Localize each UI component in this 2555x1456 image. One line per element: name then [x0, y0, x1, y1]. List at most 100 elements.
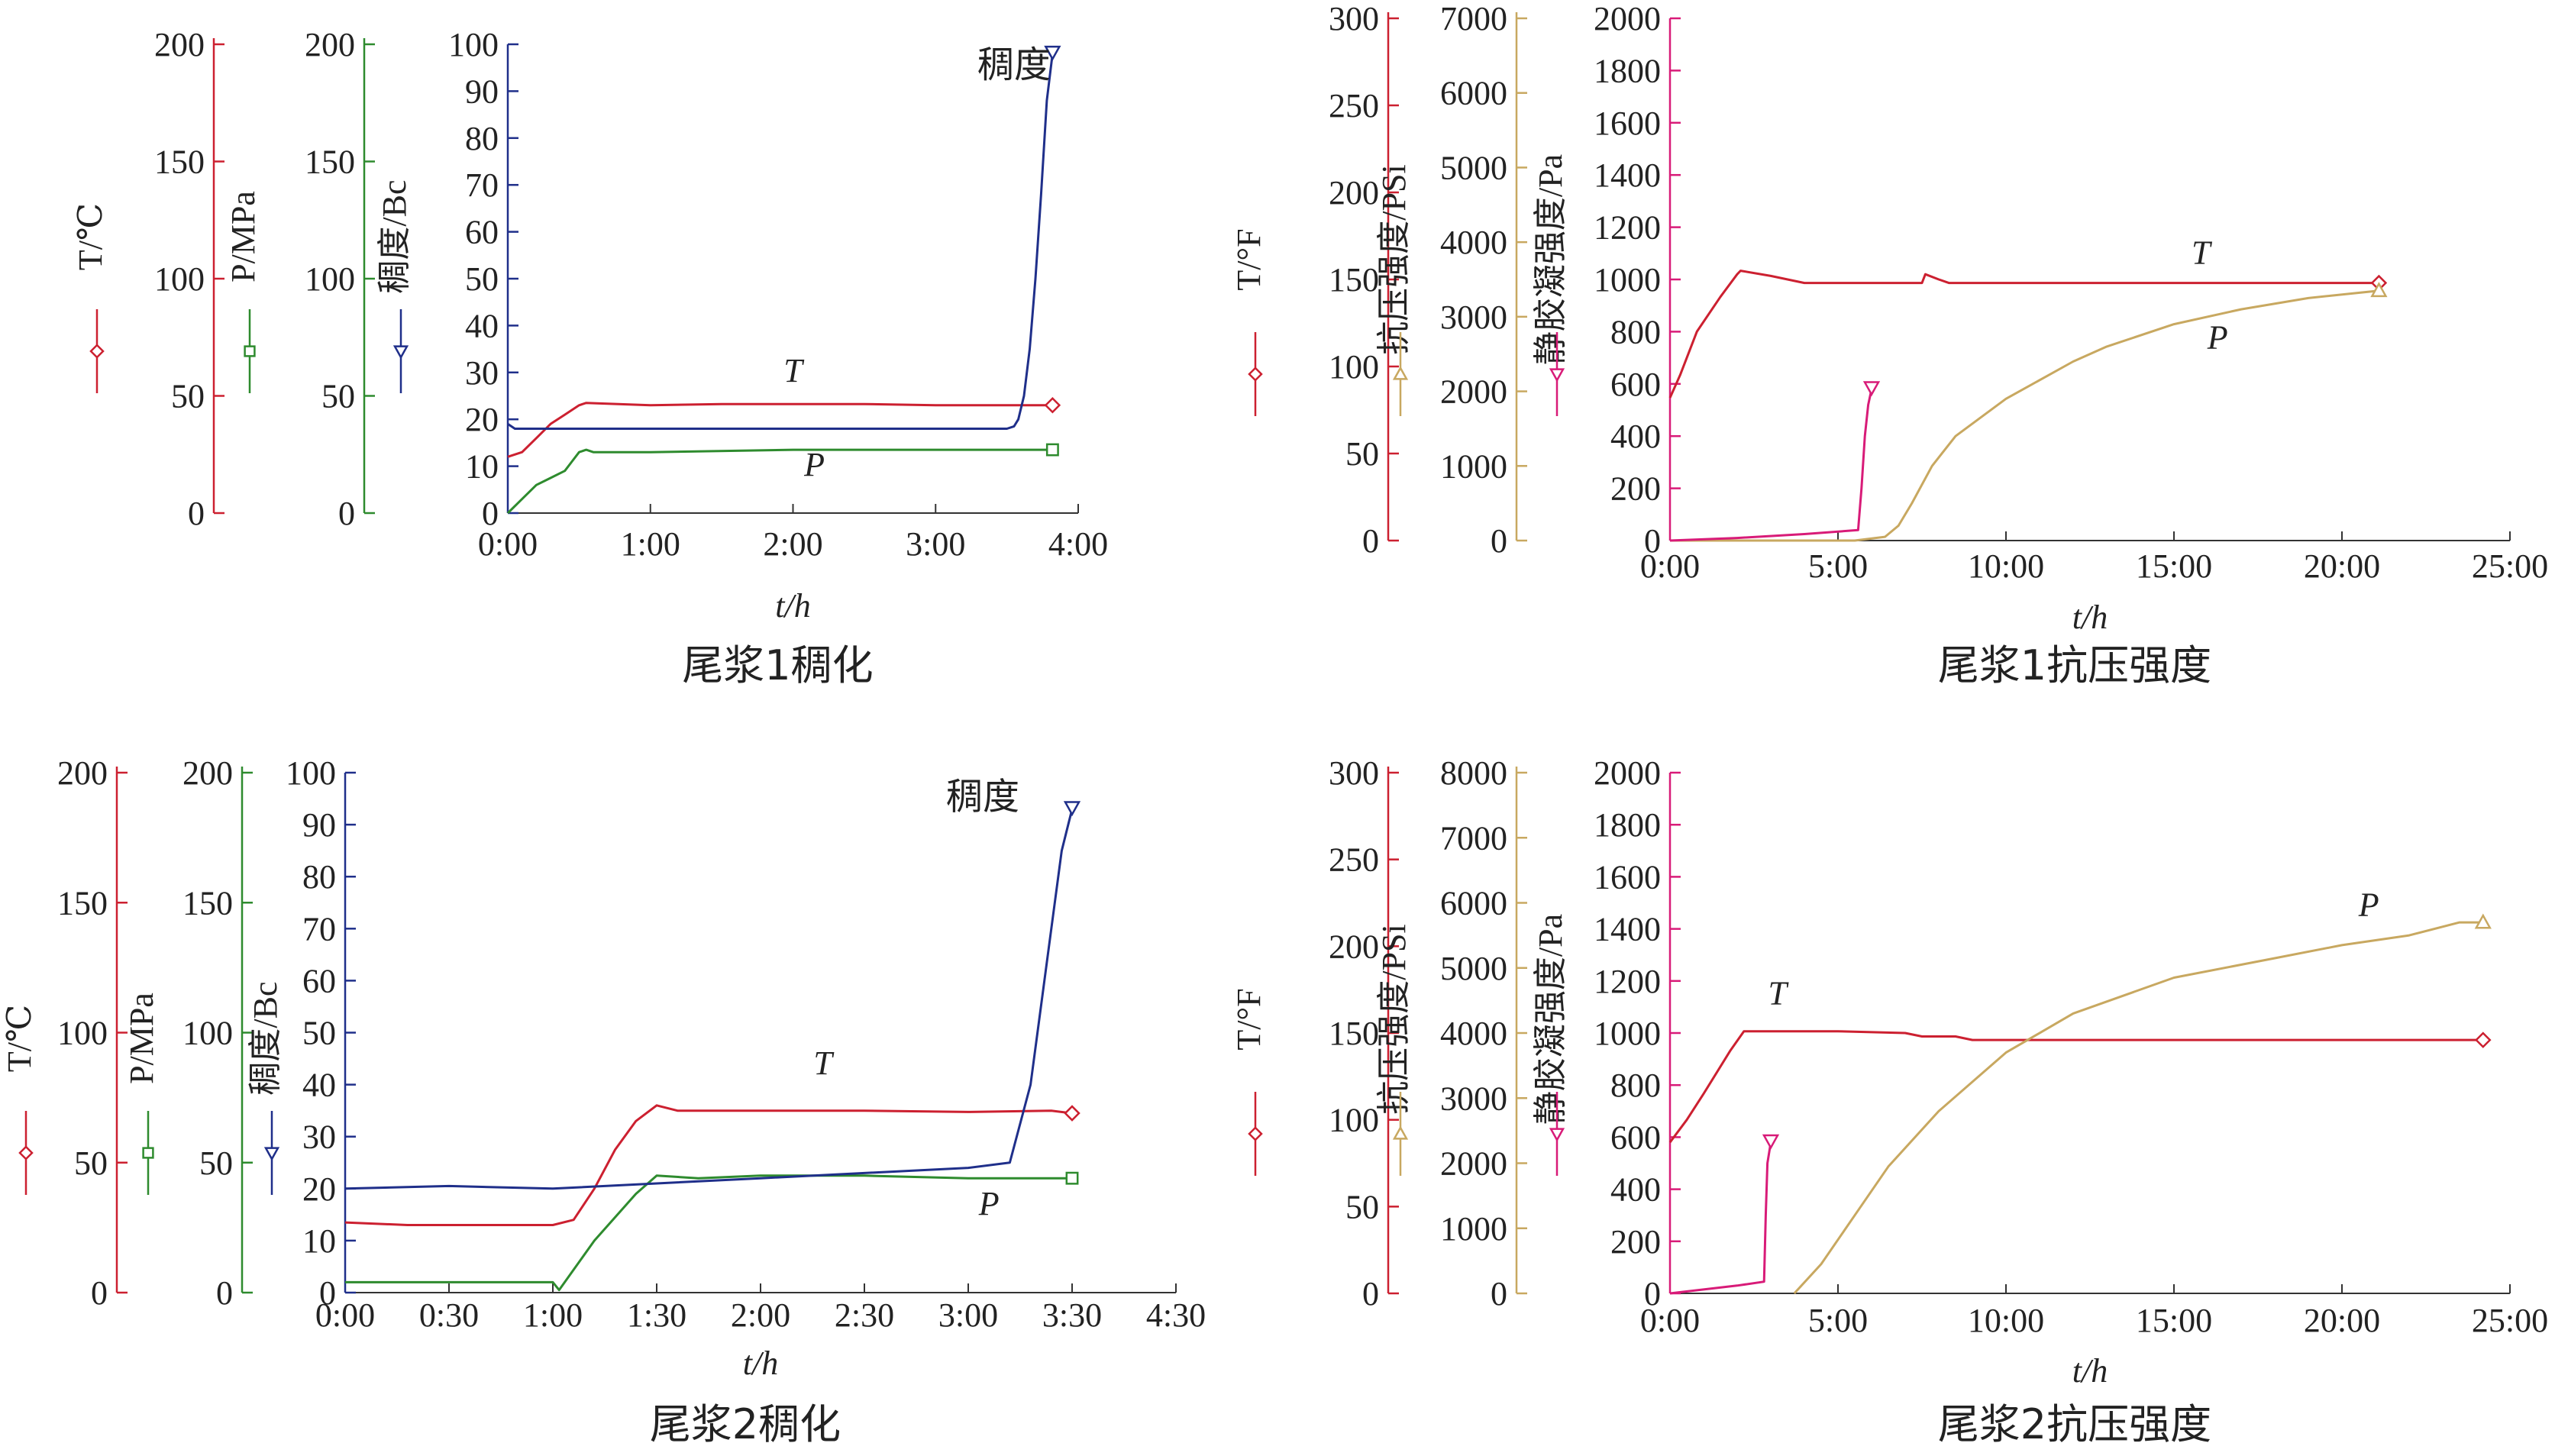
y-tick-label: 200: [182, 754, 233, 792]
x-tick-label: 3:30: [1042, 1296, 1102, 1334]
y-tick-label: 80: [465, 120, 499, 157]
x-tick-label: 10:00: [1968, 547, 2044, 585]
y-tick-label: 6000: [1440, 885, 1507, 922]
chart-2: 0:00 5:00 10:00 15:00 20:00 25:00 t/h 尾浆1抗压强度 0 5…: [1230, 0, 2548, 689]
y-axis-label: T/°F: [1230, 988, 1268, 1050]
y-tick-label: 10: [465, 448, 499, 486]
y-tick-label: 600: [1610, 366, 1661, 403]
y-tick-label: 400: [1610, 1171, 1661, 1209]
y-tick-label: 60: [465, 214, 499, 251]
x-tick-label: 2:30: [835, 1296, 894, 1334]
y-axis-T: 0 50 100 150 200 T/℃: [72, 26, 224, 532]
y-tick-label: 2000: [1594, 754, 1661, 792]
y-tick-label: 20: [465, 401, 499, 438]
y-axis-label: P/MPa: [123, 993, 160, 1084]
y-axis-label: T/°F: [1230, 228, 1268, 290]
series-end-marker: [1065, 1171, 1079, 1185]
y-tick-label: 5000: [1440, 950, 1507, 987]
y-tick-label: 100: [154, 260, 205, 298]
legend-marker: [1392, 366, 1409, 380]
x-tick-label: 20:00: [2304, 1302, 2380, 1339]
y-tick-label: 100: [57, 1015, 108, 1052]
y-tick-label: 800: [1610, 313, 1661, 350]
y-tick-label: 400: [1610, 418, 1661, 455]
y-tick-label: 4000: [1440, 224, 1507, 261]
legend-marker: [1392, 1125, 1409, 1140]
y-tick-label: 50: [171, 378, 205, 415]
y-tick-label: 0: [216, 1274, 233, 1312]
legend-marker: [263, 1147, 280, 1161]
x-tick-label: 0:00: [1640, 1302, 1700, 1339]
x-tick-label: 4:30: [1146, 1296, 1206, 1334]
y-axis-P: 0 50 100 150 200 P/MPa: [123, 754, 253, 1312]
x-axis-label: t/h: [2072, 1352, 2108, 1390]
x-tick-label: 0:00: [1640, 547, 1700, 585]
annotation-label: T: [1768, 974, 1790, 1012]
y-tick-label: 1400: [1594, 911, 1661, 948]
x-tick-label: 1:00: [523, 1296, 583, 1334]
x-tick-label: 4:00: [1048, 525, 1108, 563]
y-tick-label: 0: [188, 495, 205, 532]
y-tick-label: 60: [302, 962, 336, 999]
x-tick-label: 15:00: [2136, 1302, 2212, 1339]
y-tick-label: 1000: [1440, 1210, 1507, 1248]
y-tick-label: 1400: [1594, 157, 1661, 194]
y-tick-label: 2000: [1440, 373, 1507, 411]
y-tick-label: 70: [302, 910, 336, 948]
series-line-稠度: [507, 53, 1054, 430]
y-tick-label: 8000: [1440, 754, 1507, 792]
y-tick-label: 150: [154, 144, 205, 181]
y-tick-label: 7000: [1440, 0, 1507, 37]
y-axis-CS: 0 1000 2000 3000 4000 5000 6000 7000 8000 抗压强度/PS…: [1375, 754, 1527, 1312]
y-tick-label: 100: [286, 754, 336, 792]
annotation-label: P: [803, 446, 825, 483]
y-tick-label: 3000: [1440, 299, 1507, 336]
y-tick-label: 0: [482, 495, 499, 532]
y-tick-label: 0: [1362, 522, 1379, 560]
y-axis-T: 0 50 100 150 200 250 300 T/°F: [1230, 0, 1399, 560]
legend-marker: [392, 345, 409, 360]
x-tick-label: 3:00: [906, 525, 965, 563]
y-axis-label: 抗压强度/PSi: [1375, 164, 1413, 354]
y-tick-label: 0: [1491, 1275, 1507, 1312]
y-tick-label: 100: [182, 1015, 233, 1052]
series-end-marker: [1045, 443, 1059, 457]
chart-title: 尾浆2抗压强度: [1938, 1400, 2211, 1448]
y-tick-label: 50: [465, 260, 499, 298]
y-tick-label: 90: [465, 73, 499, 110]
y-tick-label: 600: [1610, 1119, 1661, 1156]
chart-1: 0:00 1:00 2:00 3:00 4:00t/h尾浆1稠化050100150200…: [72, 26, 1108, 689]
annotation-label: T: [813, 1044, 835, 1082]
y-tick-label: 6000: [1440, 75, 1507, 112]
y-axis-label: P/MPa: [224, 191, 262, 282]
x-tick-label: 2:00: [763, 525, 822, 563]
annotation-label: P: [2207, 319, 2228, 357]
annotation-label: P: [978, 1185, 1000, 1222]
y-tick-label: 100: [1329, 1102, 1379, 1139]
y-axis-Bc: 0 10 20 30 40 50 60 70 80 90 100 稠度/Bc: [247, 754, 356, 1312]
y-tick-label: 200: [305, 26, 355, 63]
x-tick-label: 25:00: [2472, 1302, 2548, 1339]
series-line-P: [506, 448, 1053, 515]
x-tick-label: 0:00: [478, 525, 538, 563]
series-line-P: [1793, 921, 2483, 1295]
x-axis-label: t/h: [775, 587, 810, 625]
y-tick-label: 0: [1362, 1275, 1379, 1312]
y-tick-label: 150: [1329, 1015, 1379, 1052]
y-tick-label: 200: [154, 26, 205, 63]
series-line-T: [1668, 270, 2379, 399]
series-line-P: [1670, 289, 2379, 542]
x-axis-label: t/h: [743, 1345, 778, 1382]
y-tick-label: 150: [1329, 261, 1379, 299]
y-tick-label: 5000: [1440, 149, 1507, 186]
annotation-label: 稠度: [946, 776, 1019, 818]
y-axis-label: 静胶凝强度/Pa: [1532, 914, 1569, 1125]
series-line-T: [507, 402, 1053, 458]
y-tick-label: 2000: [1440, 1145, 1507, 1183]
x-tick-label: 1:30: [627, 1296, 686, 1334]
x-tick-label: 20:00: [2304, 547, 2380, 585]
annotation-label: T: [783, 352, 805, 389]
y-axis-label: T/℃: [72, 203, 109, 270]
x-tick-label: 10:00: [1968, 1302, 2044, 1339]
